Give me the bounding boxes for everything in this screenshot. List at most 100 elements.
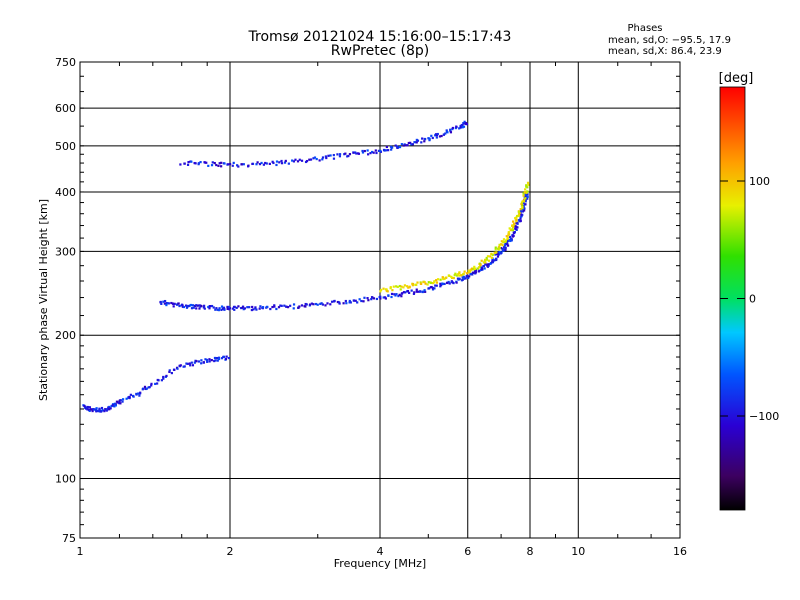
scatter-point	[465, 272, 469, 275]
scatter-point	[486, 255, 490, 258]
scatter-point	[298, 158, 301, 161]
scatter-point	[524, 203, 527, 206]
scatter-point	[521, 213, 524, 216]
scatter-point	[170, 301, 173, 305]
scatter-point	[362, 300, 365, 303]
scatter-point	[416, 281, 419, 284]
scatter-point	[118, 402, 121, 405]
scatter-point	[360, 299, 363, 303]
scatter-point	[395, 285, 398, 288]
scatter-point	[435, 136, 438, 139]
scatter-point	[182, 305, 186, 309]
scatter-point	[88, 409, 91, 412]
scatter-point	[511, 228, 514, 231]
scatter-point	[178, 364, 181, 367]
scatter-point	[273, 304, 276, 307]
scatter-point	[398, 284, 401, 288]
scatter-point	[220, 165, 223, 168]
scatter-point	[417, 290, 420, 293]
scatter-point	[208, 358, 211, 361]
scatter-point	[166, 302, 169, 305]
scatter-point	[324, 304, 327, 307]
scatter-point	[518, 220, 521, 223]
scatter-point	[355, 152, 358, 155]
scatter-point	[401, 292, 404, 295]
scatter-point	[439, 284, 443, 287]
scatter-point	[421, 137, 424, 140]
scatter-point	[348, 299, 351, 303]
scatter-point	[511, 234, 514, 237]
x-tick-label: 1	[77, 545, 84, 558]
scatter-point	[207, 305, 210, 309]
scatter-point	[520, 201, 524, 204]
scatter-point	[99, 410, 103, 413]
scatter-point	[336, 153, 339, 156]
scatter-point	[429, 281, 433, 284]
scatter-point	[407, 286, 410, 289]
scatter-point	[422, 280, 425, 284]
scatter-point	[213, 161, 216, 165]
scatter-point	[139, 391, 142, 394]
scatter-point	[495, 257, 498, 260]
scatter-point	[325, 156, 328, 160]
scatter-point	[506, 243, 509, 246]
scatter-point	[170, 371, 173, 375]
scatter-point	[344, 299, 347, 303]
scatter-point	[390, 148, 393, 151]
scatter-point	[220, 357, 224, 360]
scatter-point	[304, 305, 307, 308]
scatter-point	[496, 255, 500, 258]
scatter-point	[394, 294, 397, 297]
scatter-point	[474, 269, 478, 272]
axis-ticks	[80, 62, 680, 538]
scatter-point	[494, 246, 497, 249]
x-axis-label: Frequency [MHz]	[334, 557, 426, 570]
scatter-point	[181, 304, 184, 307]
scatter-point	[352, 299, 356, 302]
scatter-point	[512, 220, 515, 223]
scatter-point	[428, 287, 431, 290]
scatter-point	[483, 260, 487, 263]
scatter-point	[216, 359, 219, 362]
scatter-point	[203, 161, 206, 164]
scatter-point	[461, 126, 464, 129]
colorbar-tick-label: 0	[749, 293, 756, 306]
scatter-point	[502, 246, 506, 249]
scatter-point	[476, 267, 479, 270]
scatter-point	[512, 225, 515, 228]
scatter-point	[215, 356, 219, 360]
scatter-point	[411, 143, 414, 146]
scatter-point	[501, 244, 504, 247]
scatter-point	[400, 143, 403, 146]
scatter-point	[507, 238, 510, 242]
scatter-point	[509, 239, 512, 243]
scatter-point	[271, 160, 274, 163]
scatter-point	[412, 292, 416, 295]
scatter-point	[471, 273, 474, 276]
scatter-point	[87, 406, 90, 409]
scatter-point	[415, 288, 418, 291]
scatter-point	[375, 297, 379, 301]
scatter-point	[297, 306, 300, 309]
scatter-point	[521, 200, 524, 203]
scatter-point	[389, 286, 392, 289]
scatter-point	[223, 308, 226, 311]
scatter-point	[467, 271, 471, 274]
scatter-point	[519, 219, 522, 223]
scatter-point	[190, 160, 193, 163]
scatter-point	[129, 393, 132, 396]
scatter-point	[402, 144, 405, 147]
scatter-point	[477, 270, 480, 273]
scatter-point	[203, 307, 206, 310]
scatter-point	[275, 307, 278, 311]
scatter-point	[204, 358, 207, 361]
scatter-point	[479, 263, 482, 266]
scatter-point	[242, 308, 245, 311]
scatter-point	[375, 151, 378, 155]
scatter-point	[487, 264, 490, 267]
scatter-point	[259, 305, 262, 308]
scatter-point	[439, 282, 442, 285]
y-tick-label: 400	[55, 186, 76, 199]
scatter-point	[243, 307, 246, 310]
